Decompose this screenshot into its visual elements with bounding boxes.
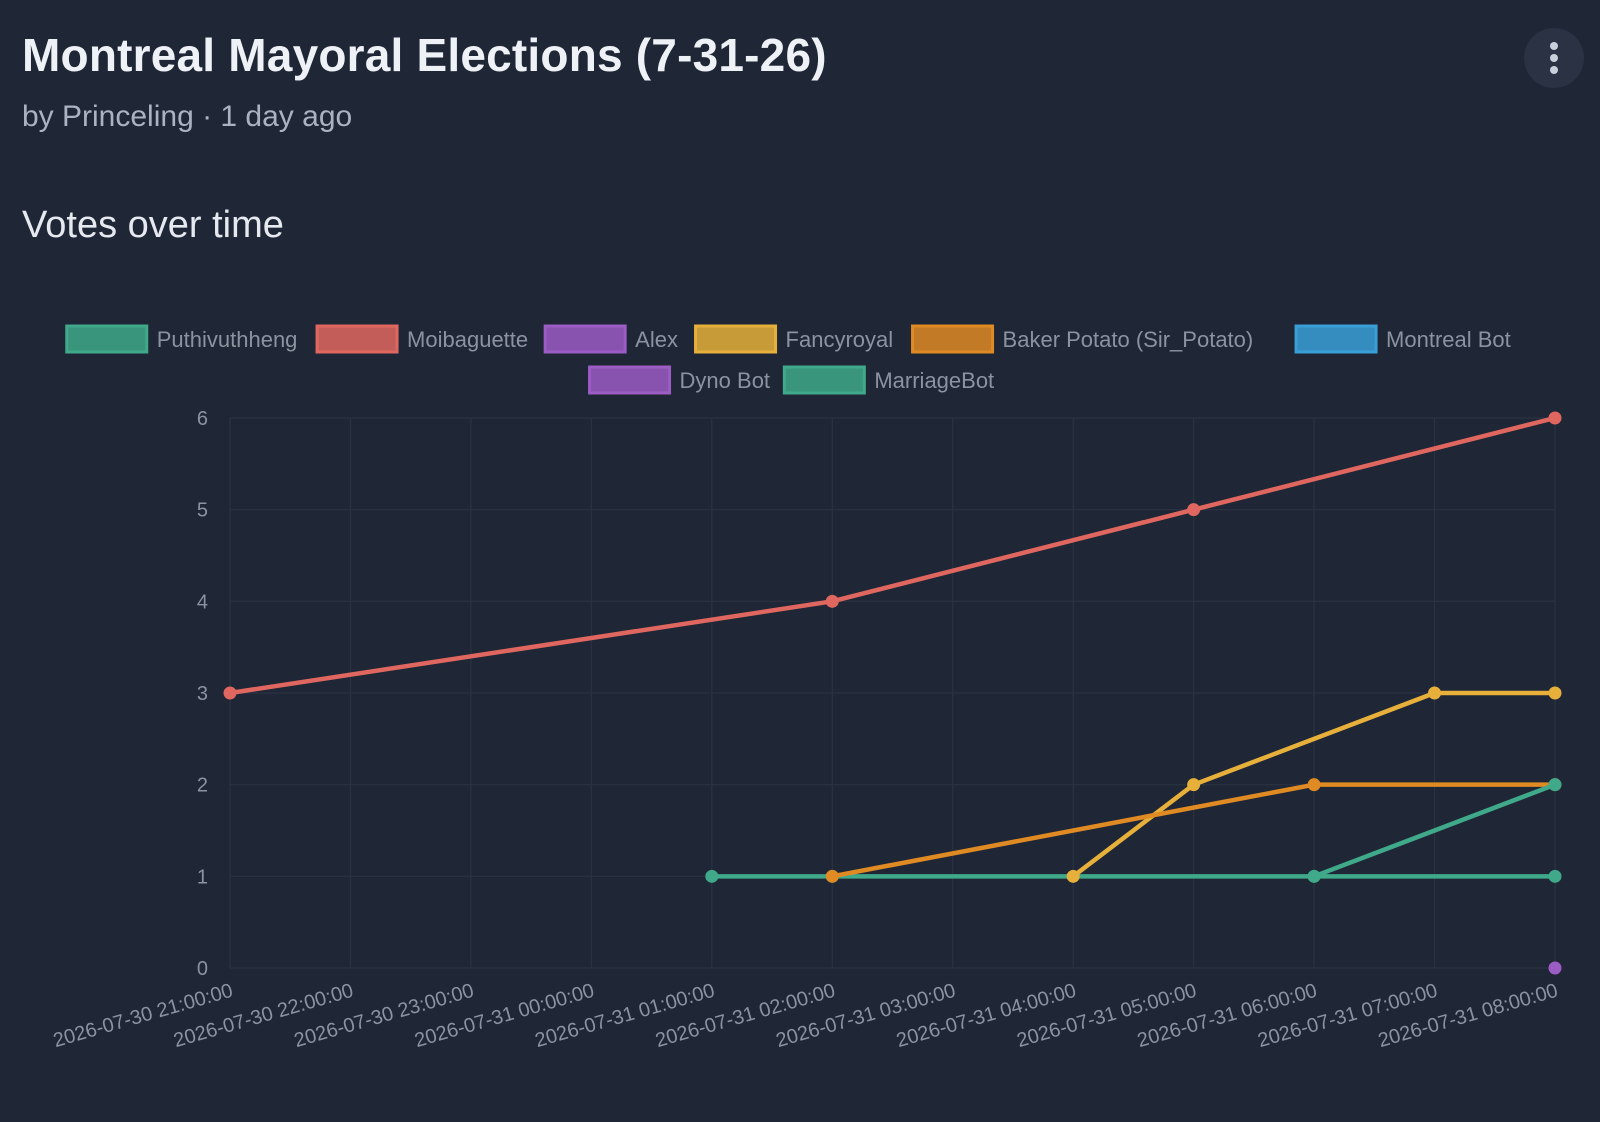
data-point-puthivuthheng (1548, 869, 1562, 883)
legend-label: Dyno Bot (680, 368, 771, 393)
data-point-moibaguette (223, 686, 237, 700)
y-tick-label: 3 (197, 683, 208, 705)
chart-section-title: Votes over time (22, 204, 284, 246)
data-point-marriagebot (1307, 869, 1321, 883)
legend-label: Moibaguette (407, 327, 528, 352)
header: Montreal Mayoral Elections (7-31-26) by … (22, 28, 827, 134)
chart-legend: Puthivuthheng Moibaguette Alex Fancyroyal Ba… (65, 324, 1511, 395)
legend-item-alex: Alex (543, 324, 678, 354)
legend-label: Fancyroyal (786, 327, 894, 352)
legend-item-puthivuthheng: Puthivuthheng (65, 324, 298, 354)
y-tick-label: 2 (197, 775, 208, 797)
legend-item-montreal-bot: Montreal Bot (1294, 324, 1511, 354)
series-line-fancyroyal (1070, 690, 1558, 879)
legend-label: Alex (635, 327, 678, 352)
data-point-dyno-bot (1548, 961, 1562, 975)
votes-line-chart: Puthivuthheng Moibaguette Alex Fancyroyal Ba… (51, 324, 1562, 1052)
legend-label: Baker Potato (Sir_Potato) (1003, 327, 1254, 352)
series-line-marriagebot (1311, 782, 1558, 879)
legend-swatch (543, 324, 627, 354)
legend-label: Montreal Bot (1386, 327, 1511, 352)
y-tick-label: 1 (197, 866, 208, 888)
page-title: Montreal Mayoral Elections (7-31-26) (22, 29, 827, 81)
legend-swatch (1294, 324, 1378, 354)
data-point-marriagebot (1548, 778, 1562, 792)
data-point-moibaguette (1187, 503, 1201, 517)
legend-item-baker-potato-sir-potato: Baker Potato (Sir_Potato) (911, 324, 1254, 354)
data-point-fancyroyal (1428, 686, 1442, 700)
legend-item-dyno-bot: Dyno Bot (588, 365, 771, 395)
legend-swatch (315, 324, 399, 354)
data-point-fancyroyal (1066, 869, 1080, 883)
y-axis-ticks: 0 1 2 3 4 5 6 (197, 408, 208, 980)
more-options-button[interactable] (1524, 28, 1584, 88)
legend-swatch (694, 324, 778, 354)
data-point-fancyroyal (1548, 686, 1562, 700)
page-subtitle: by Princeling · 1 day ago (22, 100, 353, 133)
series-line-moibaguette (227, 415, 1558, 696)
legend-item-moibaguette: Moibaguette (315, 324, 528, 354)
data-point-fancyroyal (1187, 778, 1201, 792)
legend-swatch (911, 324, 995, 354)
data-point-puthivuthheng (705, 869, 719, 883)
chart-grid (229, 417, 1556, 969)
data-point-baker-potato-sir-potato (825, 869, 839, 883)
legend-label: MarriageBot (874, 368, 994, 393)
legend-item-fancyroyal: Fancyroyal (694, 324, 894, 354)
y-tick-label: 0 (197, 958, 208, 980)
y-tick-label: 5 (197, 500, 208, 522)
y-tick-label: 6 (197, 408, 208, 430)
data-point-baker-potato-sir-potato (1307, 778, 1321, 792)
legend-swatch (588, 365, 672, 395)
more-vertical-icon (1550, 42, 1558, 74)
series-lines (227, 415, 1558, 879)
legend-label: Puthivuthheng (157, 327, 298, 352)
data-point-moibaguette (825, 594, 839, 608)
series-points (223, 411, 1562, 975)
data-point-moibaguette (1548, 411, 1562, 425)
y-tick-label: 4 (197, 591, 208, 613)
legend-swatch (782, 365, 866, 395)
legend-swatch (65, 324, 149, 354)
legend-item-marriagebot: MarriageBot (782, 365, 994, 395)
